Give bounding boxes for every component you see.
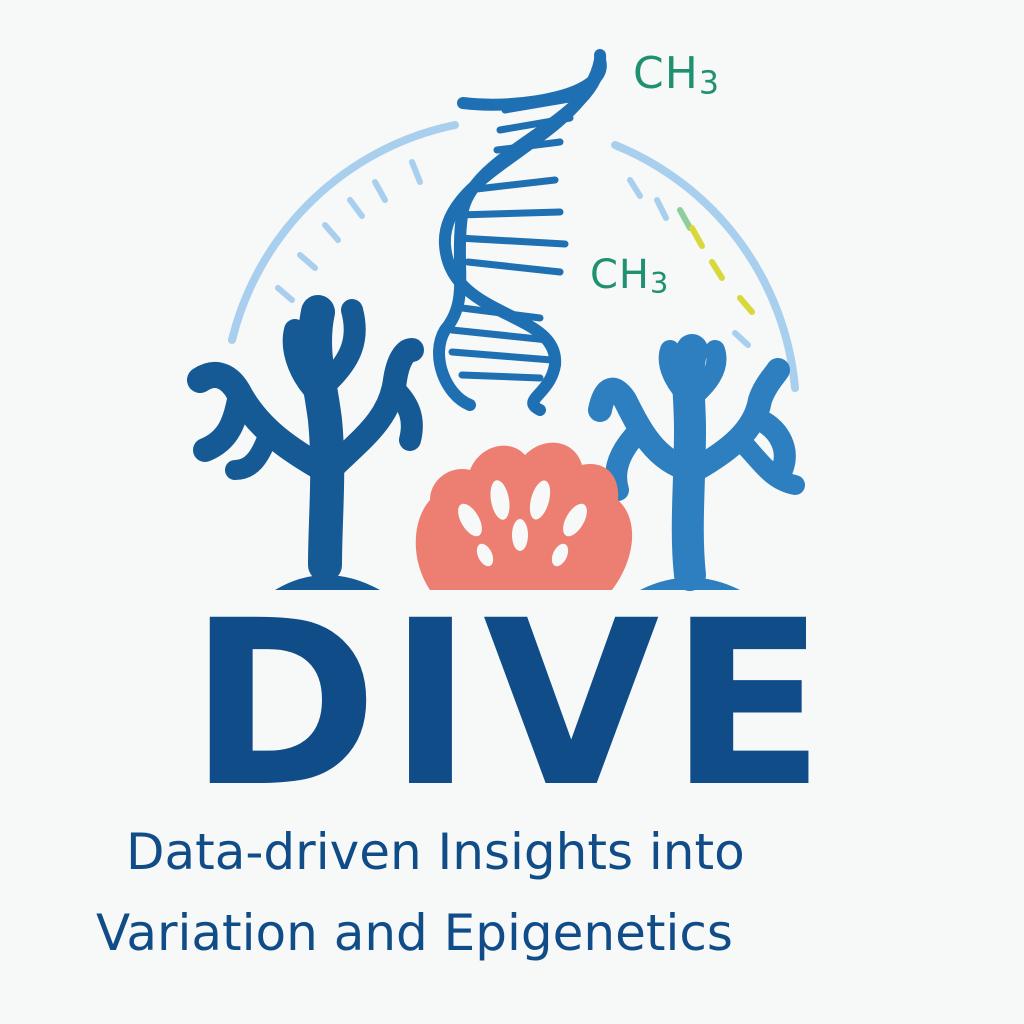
coral-left-base [275,575,380,590]
dna-helix-icon [433,49,607,416]
gauge-ticks-accent [677,207,755,315]
methyl-label-middle: CH3 [590,252,670,301]
tagline-line-1: Data-driven Insights into [126,823,745,881]
gauge-arc-icon [228,121,799,392]
logo-title: DIVE [188,571,836,837]
coral-right-base [640,577,740,590]
branching-coral-left-icon [187,295,424,582]
methyl-label-top: CH3 [633,48,720,102]
tagline-line-2: Variation and Epigenetics [96,904,733,962]
gauge-ticks [275,159,751,348]
scallop-shell-icon [415,442,633,590]
